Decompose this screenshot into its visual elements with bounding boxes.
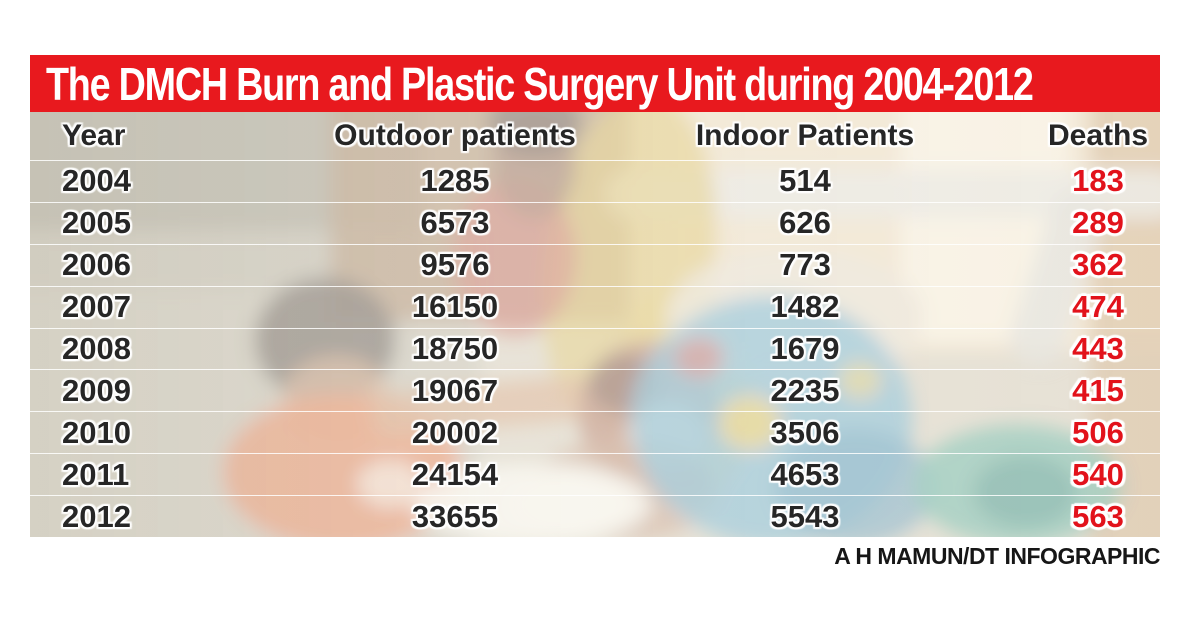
column-header-outdoor: Outdoor patients <box>334 119 576 152</box>
year-cell: 2012 <box>62 498 131 534</box>
data-table: Year Outdoor patients Indoor Patients De… <box>30 112 1160 537</box>
deaths-cell: 362 <box>1072 247 1124 283</box>
year-cell: 2010 <box>62 414 131 450</box>
table-row: 2009 19067 2235 415 <box>30 369 1160 411</box>
deaths-cell: 443 <box>1072 331 1124 366</box>
outdoor-patients-cell: 33655 <box>411 498 499 534</box>
outdoor-patients-cell: 19067 <box>411 372 499 408</box>
outdoor-patients-cell: 20002 <box>411 414 499 450</box>
table-row: 2011 24154 4653 540 <box>30 453 1160 495</box>
indoor-patients-cell: 1482 <box>770 289 840 325</box>
indoor-patients-cell: 514 <box>779 163 831 199</box>
indoor-patients-cell: 626 <box>779 205 831 241</box>
outdoor-patients-cell: 1285 <box>420 163 490 199</box>
column-header-year: Year <box>62 119 126 152</box>
year-cell: 2011 <box>62 456 130 492</box>
year-cell: 2005 <box>62 205 131 241</box>
indoor-patients-cell: 4653 <box>770 456 840 492</box>
outdoor-patients-cell: 16150 <box>411 289 499 325</box>
infographic-panel: The DMCH Burn and Plastic Surgery Unit d… <box>30 55 1160 537</box>
table-body: 2004 1285 514 183 2005 6573 626 289 2006… <box>30 160 1160 537</box>
outdoor-patients-cell: 6573 <box>420 205 490 241</box>
indoor-patients-cell: 2235 <box>770 372 840 408</box>
year-cell: 2008 <box>62 331 131 366</box>
table-row: 2004 1285 514 183 <box>30 160 1160 202</box>
deaths-cell: 506 <box>1072 414 1124 450</box>
photo-wash-overlay <box>30 112 1160 537</box>
outdoor-patients-cell: 24154 <box>411 456 499 492</box>
year-cell: 2006 <box>62 247 131 283</box>
table-row: 2012 33655 5543 563 <box>30 495 1160 537</box>
indoor-patients-cell: 1679 <box>770 331 840 366</box>
indoor-patients-cell: 773 <box>779 247 831 283</box>
table-row: 2006 9576 773 362 <box>30 243 1160 286</box>
indoor-patients-cell: 5543 <box>770 498 840 534</box>
credit-line: A H MAMUN/DT INFOGRAPHIC <box>834 543 1160 569</box>
table-row: 2010 20002 3506 506 <box>30 411 1160 453</box>
photo-area: Year Outdoor patients Indoor Patients De… <box>30 112 1160 537</box>
column-header-deaths: Deaths <box>1047 119 1149 152</box>
deaths-cell: 540 <box>1072 456 1124 492</box>
deaths-cell: 289 <box>1072 205 1124 241</box>
year-cell: 2007 <box>62 289 131 325</box>
table-row: 2005 6573 626 289 <box>30 201 1160 244</box>
year-cell: 2009 <box>62 372 131 408</box>
table-row: 2008 18750 1679 443 <box>30 327 1160 370</box>
outdoor-patients-cell: 18750 <box>411 331 499 366</box>
table-header-row: Year Outdoor patients Indoor Patients De… <box>30 112 1160 160</box>
table-row: 2007 16150 1482 474 <box>30 285 1160 328</box>
deaths-cell: 563 <box>1072 498 1124 534</box>
deaths-cell: 183 <box>1072 163 1124 199</box>
deaths-cell: 415 <box>1072 372 1124 408</box>
page-title: The DMCH Burn and Plastic Surgery Unit d… <box>46 57 1034 110</box>
column-header-indoor: Indoor Patients <box>695 119 915 152</box>
indoor-patients-cell: 3506 <box>770 414 840 450</box>
outdoor-patients-cell: 9576 <box>420 247 490 283</box>
deaths-cell: 474 <box>1072 289 1124 325</box>
year-cell: 2004 <box>62 163 131 199</box>
title-bar: The DMCH Burn and Plastic Surgery Unit d… <box>30 55 1160 112</box>
